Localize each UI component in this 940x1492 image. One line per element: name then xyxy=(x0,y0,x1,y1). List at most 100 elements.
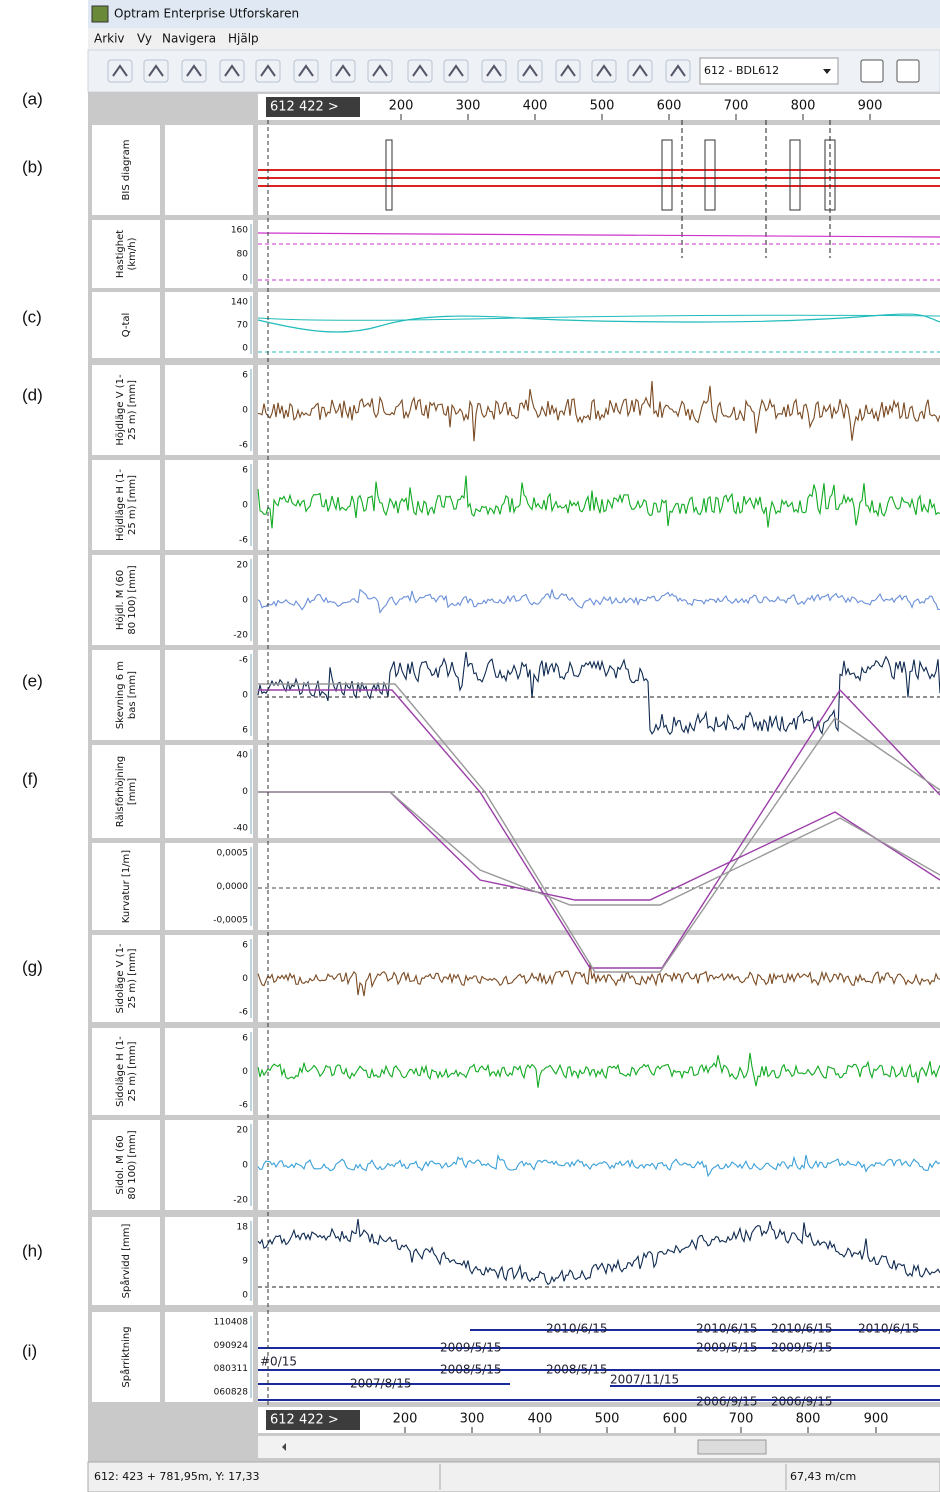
plot-area xyxy=(258,292,940,358)
axis-tick-label: -6 xyxy=(239,441,248,451)
plot-area xyxy=(258,555,940,645)
ruler-label: 900 xyxy=(858,99,883,114)
tick-cell xyxy=(165,220,253,288)
axis-tick-label: 140 xyxy=(231,298,248,308)
toolbar-button[interactable] xyxy=(293,59,319,83)
label-cell xyxy=(92,1312,160,1402)
panel-label: Q-tal xyxy=(121,313,132,338)
signal-trace xyxy=(257,475,940,529)
run-date: 2010/6/15 xyxy=(546,1322,608,1336)
run-date: 2010/6/15 xyxy=(771,1322,833,1336)
menu-item[interactable]: Navigera xyxy=(162,32,216,46)
toolbar-button[interactable] xyxy=(330,59,356,83)
toolbar-button[interactable] xyxy=(517,59,543,83)
axis-tick-label: 0 xyxy=(242,691,248,701)
ruler-label: 300 xyxy=(460,1412,485,1427)
toolbar-button[interactable] xyxy=(665,59,691,83)
signal-trace xyxy=(257,1153,940,1178)
print-button[interactable] xyxy=(896,59,920,83)
ruler-label: 500 xyxy=(590,99,615,114)
menu-item[interactable]: Hjälp xyxy=(228,32,259,46)
toolbar-button[interactable] xyxy=(627,59,653,83)
scroll-left[interactable] xyxy=(282,1443,286,1451)
menu-bar xyxy=(88,28,940,50)
ruler-label: 200 xyxy=(389,99,414,114)
bis-object xyxy=(789,139,801,211)
bis-object xyxy=(704,139,716,211)
tick-cell xyxy=(165,650,253,740)
toolbar-button[interactable] xyxy=(443,59,469,83)
panel-label: Höjdläge H (1- xyxy=(115,469,126,541)
axis-tick-label: 110408 xyxy=(214,1318,249,1328)
run-date: 2007/11/15 xyxy=(610,1373,679,1387)
label-cell xyxy=(92,1217,160,1305)
panel-label: Skevning 6 m xyxy=(115,661,126,729)
tick-cell xyxy=(165,555,253,645)
panel-label: bas [mm] xyxy=(127,671,138,719)
toolbar-button[interactable] xyxy=(481,59,507,83)
bis-object xyxy=(385,139,393,211)
run-date: 2007/8/15 xyxy=(350,1377,412,1391)
run-date: 2006/9/15 xyxy=(771,1395,833,1409)
window-title: Optram Enterprise Utforskaren xyxy=(114,7,299,21)
panel-label: Kurvatur [1/m] xyxy=(121,850,132,923)
toolbar-icon xyxy=(260,64,276,77)
tick-cell xyxy=(165,1028,253,1115)
scrollbar[interactable] xyxy=(258,1436,940,1458)
status-position: 612: 423 + 781,95m, Y: 17,33 xyxy=(94,1470,260,1483)
toolbar-button[interactable] xyxy=(107,59,133,83)
plot-area xyxy=(258,220,940,288)
axis-tick-label: 6 xyxy=(242,466,248,476)
toolbar-button[interactable] xyxy=(407,59,433,83)
axis-tick-label: 6 xyxy=(242,371,248,381)
label-cell xyxy=(92,1028,160,1115)
ruler-start-box xyxy=(266,1410,360,1430)
toolbar-icon xyxy=(448,64,464,77)
toolbar-button[interactable] xyxy=(143,59,169,83)
toolbar-button[interactable] xyxy=(367,59,393,83)
toolbar-icon xyxy=(298,64,314,77)
q-trace xyxy=(257,314,940,321)
ruler-label: 900 xyxy=(864,1412,889,1427)
print-button[interactable] xyxy=(860,59,884,83)
menu-item[interactable]: Vy xyxy=(137,32,152,46)
panel-label: Sidol. M (60 xyxy=(115,1135,126,1194)
figure-label: (c) xyxy=(22,307,42,326)
tick-cell xyxy=(165,935,253,1022)
toolbar-button[interactable] xyxy=(219,59,245,83)
tick-cell xyxy=(165,1120,253,1210)
scroll-thumb[interactable] xyxy=(697,1439,767,1455)
tick-cell xyxy=(165,745,253,838)
panel-label: 25 m) [mm] xyxy=(127,380,138,440)
toolbar-icon xyxy=(670,64,686,77)
ruler-label: 600 xyxy=(657,99,682,114)
axis-tick-label: 0,0005 xyxy=(217,849,249,859)
alignment-curve xyxy=(258,688,940,969)
signal-trace xyxy=(257,588,940,615)
label-cell xyxy=(92,745,160,838)
dropdown[interactable] xyxy=(699,57,839,85)
toolbar-icon xyxy=(112,64,128,77)
panel-label: Spårvidd [mm] xyxy=(119,1224,132,1299)
axis-tick-label: 18 xyxy=(237,1223,249,1233)
label-cell xyxy=(92,365,160,455)
label-cell xyxy=(92,292,160,358)
figure-label: (d) xyxy=(22,385,43,404)
panel-label: Höjdläge V (1- xyxy=(115,374,126,446)
toolbar-button[interactable] xyxy=(591,59,617,83)
tick-cell xyxy=(165,125,253,215)
axis-tick-label: -0,0005 xyxy=(213,916,248,926)
toolbar-button[interactable] xyxy=(181,59,207,83)
toolbar-icon xyxy=(486,64,502,77)
axis-tick-label: 6 xyxy=(242,941,248,951)
toolbar-button[interactable] xyxy=(255,59,281,83)
tick-cell xyxy=(165,1312,253,1402)
tick-cell xyxy=(165,843,253,930)
bis-object xyxy=(661,139,673,211)
signal-trace xyxy=(257,651,940,736)
toolbar-button[interactable] xyxy=(555,59,581,83)
menu-item[interactable]: Arkiv xyxy=(94,32,125,46)
figure-label: (i) xyxy=(22,1341,37,1360)
toolbar-icon xyxy=(224,64,240,77)
run-date: 2006/9/15 xyxy=(696,1395,758,1409)
